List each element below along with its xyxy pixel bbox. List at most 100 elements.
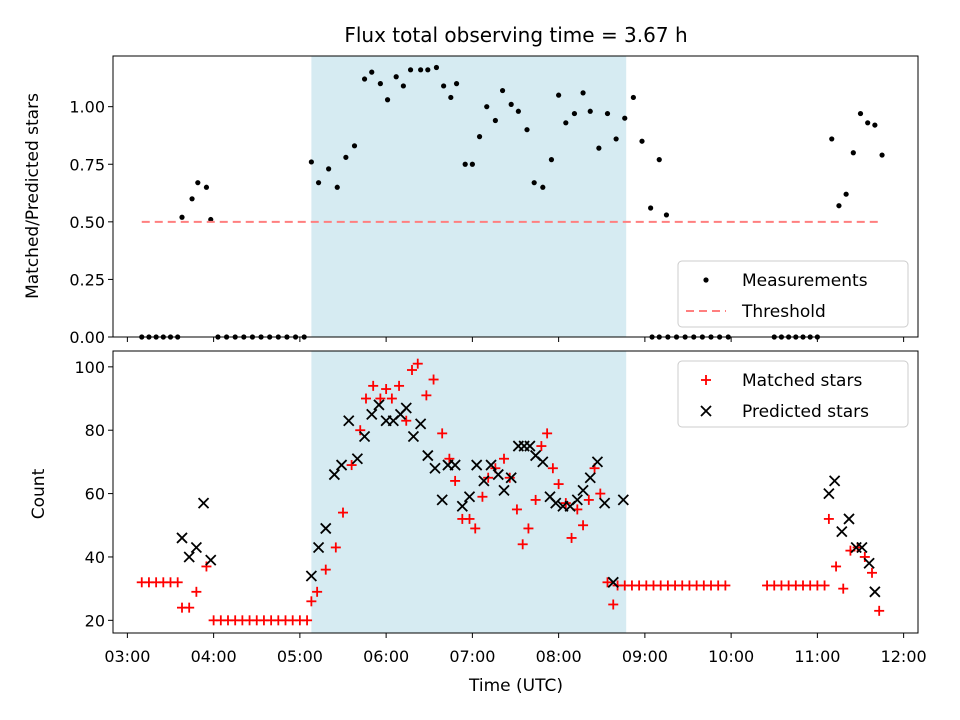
predicted-stars-point xyxy=(591,456,604,468)
predicted-stars-point xyxy=(335,459,348,471)
measurements-point xyxy=(393,74,399,80)
measurements-point xyxy=(400,83,406,89)
matched-stars-point xyxy=(608,599,619,610)
x-tick-label: 06:00 xyxy=(363,647,409,666)
y-tick-label: 80 xyxy=(85,421,105,440)
measurements-point xyxy=(343,154,349,160)
measurements-point xyxy=(499,87,506,94)
matched-stars-point xyxy=(394,380,405,391)
y-tick-label: 0.25 xyxy=(69,270,105,289)
matched-stars-point xyxy=(566,532,577,543)
predicted-stars-point xyxy=(478,475,490,487)
predicted-stars-point xyxy=(607,576,619,588)
matched-stars-point xyxy=(346,460,357,471)
matched-stars-point xyxy=(523,523,534,534)
matched-stars-point xyxy=(444,453,455,464)
matched-stars-point xyxy=(386,393,397,404)
measurements-point xyxy=(648,205,654,211)
predicted-stars-point xyxy=(863,557,875,569)
matched-stars-point xyxy=(172,577,183,588)
matched-stars-point xyxy=(437,428,448,439)
measurements-point xyxy=(377,81,383,87)
shaded-interval xyxy=(311,351,627,633)
matched-stars-point xyxy=(368,380,379,391)
predicted-stars-point xyxy=(828,475,841,487)
x-axis-label: Time (UTC) xyxy=(468,676,563,696)
measurements-point xyxy=(326,166,332,172)
matched-stars-point xyxy=(823,513,834,524)
matched-stars-point xyxy=(536,441,547,452)
measurements-point xyxy=(596,145,602,151)
top-ylabel: Matched/Predicted stars xyxy=(23,93,43,299)
matched-stars-point xyxy=(819,580,830,591)
measurements-point xyxy=(462,161,468,167)
predicted-stars-point xyxy=(471,459,483,471)
predicted-stars-point xyxy=(407,430,420,443)
matched-stars-point xyxy=(867,567,877,578)
y-tick-label: 100 xyxy=(74,358,105,377)
predicted-stars-point xyxy=(320,522,332,535)
predicted-stars-point xyxy=(577,484,589,497)
measurements-point xyxy=(515,108,521,114)
predicted-stars-point xyxy=(436,494,448,506)
predicted-stars-point xyxy=(414,418,427,430)
measurements-point xyxy=(484,104,490,110)
matched-stars-point xyxy=(412,358,423,369)
predicted-stars-point xyxy=(617,494,629,506)
predicted-stars-point xyxy=(351,453,364,465)
predicted-stars-point xyxy=(312,541,325,554)
matched-stars-point xyxy=(530,494,541,505)
legend-box xyxy=(677,260,909,328)
matched-stars-point xyxy=(511,504,522,515)
measurements-point xyxy=(195,180,201,186)
predicted-stars-point xyxy=(463,491,476,503)
matched-stars-point xyxy=(320,564,331,575)
measurements-point xyxy=(587,108,593,114)
measurements-point xyxy=(829,136,835,142)
matched-stars-point xyxy=(477,491,488,502)
measurements-point xyxy=(407,67,414,73)
measurements-point xyxy=(571,110,578,117)
axes-frame xyxy=(112,350,919,634)
measurements-point xyxy=(548,157,555,163)
axes-frame xyxy=(112,55,919,338)
measurements-point xyxy=(361,76,368,82)
y-tick-label: 20 xyxy=(85,611,105,630)
measurements-point xyxy=(639,138,645,144)
figure-title: Flux total observing time = 3.67 h xyxy=(344,23,687,47)
measurements-point xyxy=(622,115,628,121)
legend-threshold-label: Threshold xyxy=(741,302,826,322)
measurements-point xyxy=(836,203,842,209)
legend-predicted-stars-label: Predicted stars xyxy=(742,402,869,422)
legend-box xyxy=(677,360,909,428)
matched-stars-point xyxy=(595,488,606,499)
matched-stars-point xyxy=(450,475,461,486)
y-tick-label: 0.50 xyxy=(69,213,105,232)
matched-stars-point xyxy=(542,428,553,439)
y-tick-label: 40 xyxy=(85,548,105,567)
matched-stars-point xyxy=(464,513,475,524)
predicted-stars-point xyxy=(176,532,188,544)
predicted-stars-point xyxy=(856,541,868,554)
shaded-interval xyxy=(311,56,627,337)
predicted-stars-point xyxy=(571,494,583,506)
measurements-point xyxy=(433,64,440,71)
predicted-stars-point xyxy=(429,462,441,474)
x-tick-label: 09:00 xyxy=(622,647,668,666)
measurements-point xyxy=(540,184,546,190)
predicted-stars-point xyxy=(492,468,504,481)
measurements-point xyxy=(879,152,885,158)
x-tick-label: 07:00 xyxy=(449,647,495,666)
measurements-point xyxy=(308,159,314,165)
predicted-stars-point xyxy=(305,570,318,582)
measurements-point xyxy=(418,67,424,73)
predicted-stars-point xyxy=(400,402,412,414)
matched-stars-point xyxy=(338,507,348,518)
predicted-stars-point xyxy=(190,541,203,554)
matched-stars-point xyxy=(421,390,432,401)
predicted-stars-point xyxy=(869,586,881,598)
matched-stars-point xyxy=(355,425,366,436)
legend-measurements-marker xyxy=(703,277,709,283)
y-tick-label: 60 xyxy=(85,485,105,504)
predicted-stars-point xyxy=(836,525,848,538)
